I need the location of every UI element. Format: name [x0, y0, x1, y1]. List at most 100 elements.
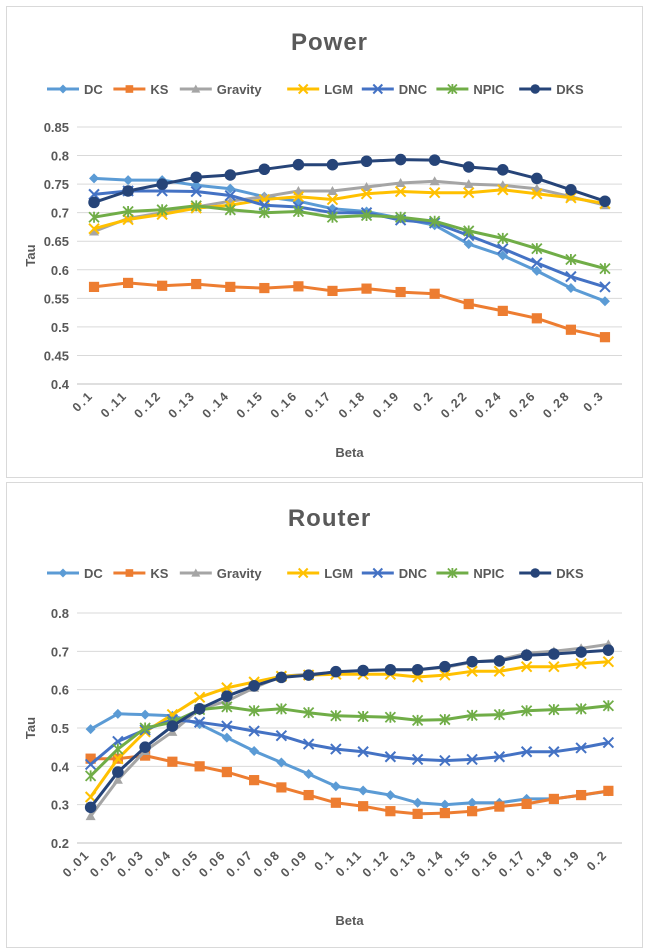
- y-tick-label: 0.8: [51, 149, 69, 164]
- data-point: [276, 782, 287, 793]
- x-tick-label: 0.14: [414, 847, 447, 880]
- data-point: [466, 709, 478, 721]
- series-line-npic: [93, 204, 606, 271]
- data-point: [429, 288, 440, 299]
- data-point: [221, 720, 233, 732]
- x-tick-label: 0.15: [441, 847, 474, 880]
- data-point: [112, 708, 123, 719]
- data-point: [385, 806, 396, 817]
- x-tick-label: 0.14: [200, 388, 233, 421]
- legend-item-dks: DKS: [519, 566, 584, 581]
- legend-label-lgm: LGM: [324, 82, 353, 97]
- legend-item-ks: KS: [113, 82, 169, 97]
- y-tick-label: 0.6: [51, 683, 69, 698]
- series-line-gravity: [93, 179, 606, 233]
- data-point: [394, 185, 407, 198]
- data-point: [493, 655, 506, 667]
- data-point: [521, 798, 532, 809]
- router-legend: DC KS Gravity LGM DNC NPIC DKS: [47, 566, 584, 581]
- series-dnc: [88, 185, 611, 293]
- x-tick-label: 0.19: [550, 847, 583, 880]
- data-point: [429, 176, 440, 186]
- data-point: [225, 183, 236, 194]
- data-point: [602, 655, 615, 668]
- legend-marker-dc: [58, 568, 68, 578]
- data-point: [258, 163, 271, 176]
- x-tick-label: 0.28: [540, 388, 573, 421]
- series-line-lgm: [89, 660, 609, 798]
- router-chart-svg: Router DC KS Gravity LGM DNC NPIC DKS 0.2 0.3 0.4 0…: [23, 505, 622, 928]
- legend-marker-npic: [447, 83, 458, 95]
- data-point: [429, 215, 441, 227]
- data-point: [88, 196, 100, 209]
- data-point: [191, 278, 202, 290]
- data-point: [224, 189, 236, 202]
- x-tick-label: 0.22: [438, 388, 471, 421]
- router-x-axis-label: Beta: [335, 913, 364, 928]
- x-tick-label: 0.12: [360, 847, 393, 880]
- data-point: [466, 655, 478, 668]
- data-point: [565, 184, 577, 196]
- data-point: [531, 313, 542, 324]
- data-point: [293, 281, 304, 292]
- data-point: [224, 204, 236, 216]
- x-tick-label: 0.13: [387, 847, 420, 880]
- legend-marker-dks: [530, 84, 540, 94]
- data-point: [463, 239, 474, 250]
- x-tick-label: 0.04: [142, 847, 175, 880]
- series-line-dc: [93, 176, 606, 303]
- data-point: [497, 164, 509, 176]
- data-point: [88, 222, 100, 235]
- data-point: [602, 700, 615, 712]
- series-ks: [85, 750, 614, 819]
- data-point: [88, 211, 100, 223]
- data-point: [575, 742, 587, 754]
- router-chart-title: Router: [288, 505, 371, 532]
- data-point: [330, 781, 341, 792]
- data-point: [248, 705, 260, 717]
- data-point: [361, 181, 372, 191]
- y-tick-label: 0.65: [44, 234, 69, 249]
- data-point: [575, 646, 587, 658]
- data-point: [394, 211, 407, 223]
- data-point: [140, 709, 151, 720]
- data-point: [84, 791, 97, 803]
- y-tick-label: 0.45: [44, 348, 69, 363]
- data-point: [303, 769, 314, 779]
- power-chart-panel: Power DC KS Gravity LGM DNC NPIC DKS 0.4 0.45 0.5 0…: [6, 6, 643, 478]
- data-point: [330, 797, 341, 808]
- data-point: [493, 708, 506, 721]
- power-y-axis-label: Tau: [23, 244, 38, 266]
- data-point: [190, 171, 202, 184]
- legend-label-ks: KS: [150, 566, 168, 581]
- data-point: [520, 660, 533, 673]
- legend-item-ks: KS: [113, 566, 169, 581]
- legend-item-npic: NPIC: [436, 566, 505, 581]
- data-point: [302, 738, 315, 750]
- data-point: [156, 204, 168, 216]
- data-point: [221, 682, 233, 694]
- data-point: [599, 195, 611, 208]
- data-point: [520, 649, 533, 661]
- data-point: [293, 185, 304, 195]
- legend-item-lgm: LGM: [287, 566, 353, 581]
- legend-label-dc: DC: [84, 82, 103, 97]
- data-point: [463, 225, 475, 237]
- x-tick-label: 0.17: [302, 388, 335, 421]
- data-point: [493, 751, 506, 763]
- x-tick-label: 0.07: [223, 847, 256, 880]
- legend-label-dks: DKS: [556, 82, 584, 97]
- power-legend: DC KS Gravity LGM DNC NPIC DKS: [47, 82, 584, 97]
- legend-label-gravity: Gravity: [217, 82, 263, 97]
- legend-marker-lgm: [297, 567, 309, 579]
- data-point: [548, 660, 560, 673]
- x-tick-label: 0.3: [581, 388, 607, 414]
- data-point: [412, 797, 423, 808]
- legend-marker-dnc: [372, 83, 384, 95]
- data-point: [249, 775, 260, 786]
- data-point: [248, 680, 260, 692]
- data-point: [493, 665, 506, 677]
- data-point: [463, 186, 475, 199]
- data-point: [193, 703, 206, 715]
- y-tick-label: 0.4: [51, 759, 70, 774]
